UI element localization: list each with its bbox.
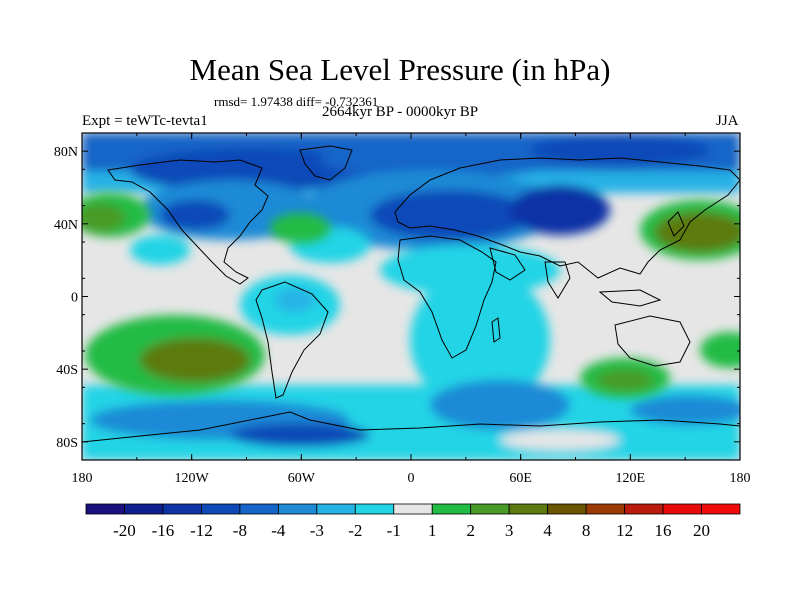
colorbar-label: 8 bbox=[582, 521, 591, 540]
tick-marks bbox=[81, 132, 741, 461]
colorbar-swatch bbox=[85, 503, 125, 515]
colorbar-swatch bbox=[316, 503, 356, 515]
colorbar-label: 2 bbox=[466, 521, 475, 540]
lat-tick-label: 0 bbox=[71, 291, 78, 306]
lon-tick-label: 120E bbox=[616, 471, 646, 486]
lat-axis: 80N 40N 0 40S 80S bbox=[54, 145, 78, 451]
pressure-field bbox=[82, 133, 740, 460]
lat-tick-label: 80S bbox=[56, 436, 78, 451]
colorbar-swatch bbox=[701, 503, 741, 515]
colorbar-label: 3 bbox=[505, 521, 514, 540]
colorbar-swatch bbox=[508, 503, 549, 515]
map-title: Mean Sea Level Pressure (in hPa) bbox=[189, 52, 611, 87]
lat-tick-label: 80N bbox=[54, 145, 78, 160]
colorbar-swatch bbox=[470, 503, 510, 515]
lon-tick-label: 120W bbox=[175, 471, 210, 486]
colorbar-label: 4 bbox=[543, 521, 552, 540]
colorbar-swatch bbox=[354, 503, 395, 515]
colorbar-label: 20 bbox=[693, 521, 710, 540]
colorbar bbox=[85, 503, 741, 515]
colorbar-labels: -20 -16 -12 -8 -4 -3 -2 -1 1 2 3 4 8 12 16 20 bbox=[113, 521, 710, 540]
colorbar-swatch bbox=[277, 503, 318, 515]
colorbar-label: -3 bbox=[310, 521, 324, 540]
colorbar-swatch bbox=[201, 503, 241, 515]
colorbar-swatch bbox=[547, 503, 587, 515]
colorbar-label: 16 bbox=[655, 521, 672, 540]
season-label: JJA bbox=[716, 113, 739, 129]
experiment-label: Expt = teWTc-tevta1 bbox=[82, 113, 208, 129]
colorbar-label: -12 bbox=[190, 521, 213, 540]
lon-tick-label: 0 bbox=[408, 471, 415, 486]
colorbar-swatch bbox=[585, 503, 625, 515]
colorbar-label: 1 bbox=[428, 521, 437, 540]
colorbar-label: -2 bbox=[348, 521, 362, 540]
lon-axis: 180 120W 60W 0 60E 120E 180 bbox=[72, 471, 751, 486]
lon-tick-label: 180 bbox=[730, 471, 751, 486]
colorbar-swatch bbox=[124, 503, 164, 515]
colorbar-label: -4 bbox=[271, 521, 286, 540]
coastlines bbox=[82, 145, 740, 443]
lat-tick-label: 40S bbox=[56, 363, 78, 378]
lon-tick-label: 180 bbox=[72, 471, 93, 486]
colorbar-label: -16 bbox=[152, 521, 175, 540]
lon-tick-label: 60W bbox=[288, 471, 316, 486]
colorbar-swatch bbox=[162, 503, 202, 515]
colorbar-swatch bbox=[662, 503, 702, 515]
colorbar-label: 12 bbox=[616, 521, 633, 540]
colorbar-swatch bbox=[393, 503, 433, 515]
colorbar-label: -8 bbox=[233, 521, 247, 540]
rmsd-stats: rmsd= 1.97438 diff= -0.732361 bbox=[214, 94, 379, 109]
colorbar-swatch bbox=[431, 503, 472, 515]
colorbar-swatch bbox=[239, 503, 279, 515]
lat-tick-label: 40N bbox=[54, 218, 78, 233]
colorbar-label: -1 bbox=[387, 521, 401, 540]
lon-tick-label: 60E bbox=[509, 471, 532, 486]
colorbar-swatch bbox=[624, 503, 664, 515]
colorbar-label: -20 bbox=[113, 521, 136, 540]
period-subtitle: 2664kyr BP - 0000kyr BP bbox=[321, 104, 479, 120]
